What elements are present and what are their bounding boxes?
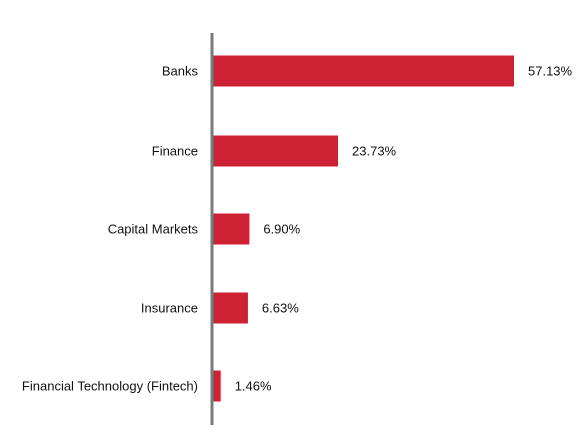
bar-finance bbox=[213, 135, 339, 167]
value-label: 6.63% bbox=[262, 301, 299, 316]
bar-banks bbox=[213, 55, 514, 87]
category-label: Financial Technology (Fintech) bbox=[22, 379, 198, 394]
category-label: Insurance bbox=[141, 301, 198, 316]
bar-insurance bbox=[213, 292, 248, 324]
bars-layer bbox=[213, 55, 514, 402]
bar-financial-technology-fintech bbox=[213, 370, 221, 402]
value-label: 6.90% bbox=[263, 222, 300, 237]
value-label: 23.73% bbox=[352, 144, 397, 159]
value-label: 57.13% bbox=[528, 64, 573, 79]
category-label: Finance bbox=[152, 144, 198, 159]
value-label: 1.46% bbox=[235, 379, 272, 394]
category-label: Banks bbox=[162, 64, 199, 79]
bar-capital-markets bbox=[213, 213, 250, 245]
category-label: Capital Markets bbox=[108, 222, 199, 237]
labels-layer: Banks 57.13% Finance 23.73% Capital Markets 6… bbox=[22, 64, 573, 394]
